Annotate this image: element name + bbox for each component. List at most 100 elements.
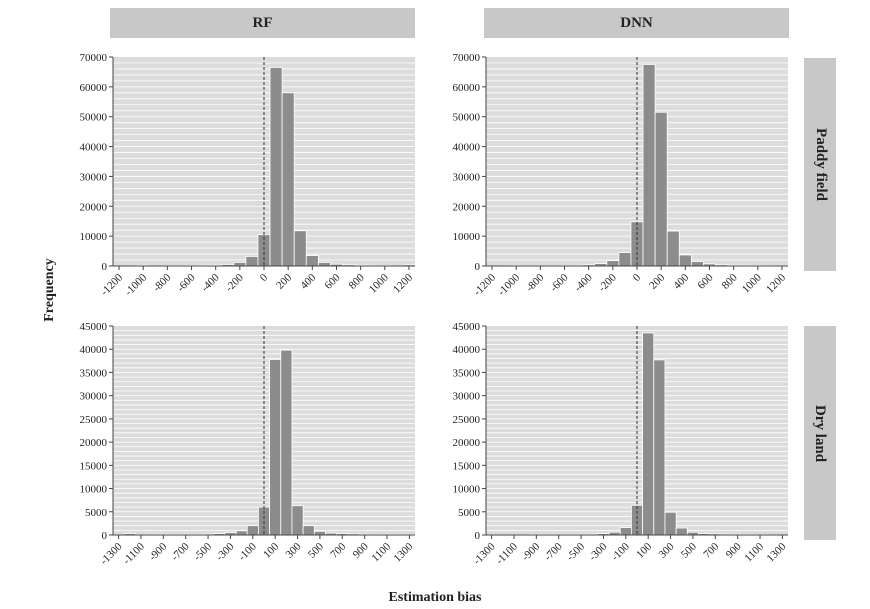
panel-1-xtick-label-6: 0: [631, 271, 644, 284]
col-header-dnn: DNN: [484, 8, 789, 38]
panel-2-xtick-label-4: -500: [191, 540, 214, 563]
panel-3-xtick-label-10: 700: [701, 540, 722, 561]
panel-1-ytick-label-3: 30000: [453, 171, 481, 183]
panel-1-ytick-label-0: 0: [475, 261, 481, 273]
panel-2-xtick-label-6: -100: [236, 540, 259, 563]
panel-1-bar-15: [666, 230, 680, 267]
panel-0-ytick-label-2: 20000: [80, 201, 108, 213]
panel-2-bar-14: [269, 359, 282, 536]
panel-3-xtick-label-8: 300: [657, 540, 678, 561]
panel-2-xtick-label-11: 900: [351, 540, 372, 561]
panel-2-bar-17: [302, 525, 315, 536]
panel-0-ytick-label-6: 60000: [80, 82, 108, 94]
panel-3-xtick-label-2: -900: [520, 540, 543, 563]
panel-0-bar-17: [317, 262, 331, 267]
panel-3-bar-12: [619, 527, 632, 536]
panel-0-ytick-label-5: 50000: [80, 112, 108, 124]
panel-3-plot-area: [486, 326, 788, 535]
panel-1-ytick-label-1: 10000: [453, 231, 481, 243]
panel-2-ytick-label-3: 15000: [80, 460, 108, 472]
panel-1-xtick-label-4: -400: [572, 271, 595, 294]
panel-0-xtick-label-8: 400: [298, 271, 319, 292]
panel-2-bar-11: [235, 530, 248, 536]
panel-2-xtick-label-3: -700: [169, 540, 192, 563]
panel-1-ytick-label-5: 50000: [453, 112, 481, 124]
panel-2-xtick-label-7: 100: [261, 540, 282, 561]
panel-3-xtick-label-13: 1300: [764, 540, 788, 564]
panel-1-xtick-label-12: 1200: [764, 271, 788, 295]
panel-0-ytick-label-7: 70000: [80, 52, 108, 64]
panel-3-bar-14: [642, 332, 655, 536]
panel-1-ytick-label-2: 20000: [453, 201, 481, 213]
panel-2-xtick-label-12: 1100: [369, 540, 393, 564]
panel-2-bar-12: [246, 525, 259, 536]
panel-3-ytick-label-4: 20000: [453, 437, 481, 449]
panel-3-bar-15: [653, 359, 666, 536]
col-header-rf: RF: [110, 8, 415, 38]
panel-0-xtick-label-2: -800: [151, 271, 174, 294]
panel-3-ytick-label-6: 30000: [453, 391, 481, 403]
col-label-dnn: DNN: [620, 14, 653, 31]
panel-3-xtick-label-9: 500: [679, 540, 700, 561]
panel-3-bar-16: [664, 511, 677, 536]
panel-1-xtick-label-2: -800: [524, 271, 547, 294]
panel-1-xtick-label-5: -200: [596, 271, 619, 294]
panel-1-xtick-label-11: 1000: [740, 271, 764, 295]
panel-0-bar-16: [305, 255, 319, 267]
panel-2-xtick-label-10: 700: [328, 540, 349, 561]
panel-2-plot-area: [113, 326, 415, 535]
panel-3-xtick-label-3: -700: [542, 540, 565, 563]
panel-3-xtick-label-0: -1300: [471, 540, 498, 567]
panel-1-bar-11: [618, 252, 632, 267]
panel-1-xtick-label-9: 600: [695, 271, 716, 292]
panel-2-ytick-label-1: 5000: [85, 507, 108, 519]
panel-3-xtick-label-1: -1100: [494, 540, 521, 567]
panel-0-xtick-label-10: 800: [347, 271, 368, 292]
panel-3-xtick-label-12: 1100: [742, 540, 766, 564]
panel-1-bar-10: [606, 260, 620, 267]
panel-0-xtick-label-12: 1200: [391, 271, 415, 295]
panel-0-ytick-label-4: 40000: [80, 142, 108, 154]
panel-2-xtick-label-13: 1300: [391, 540, 415, 564]
panel-0-xtick-label-7: 200: [274, 271, 295, 292]
x-axis-label: Estimation bias: [388, 590, 482, 605]
panel-0-bar-10: [233, 262, 247, 267]
panel-3-ytick-label-8: 40000: [453, 344, 481, 356]
panel-0-xtick-label-0: -1200: [99, 271, 126, 298]
panel-3-bar-13: [631, 504, 643, 536]
panel-3-ytick-label-2: 10000: [453, 484, 481, 496]
panel-0-bar-11: [245, 256, 259, 267]
panel-1-bar-13: [642, 64, 656, 267]
panel-1-xtick-label-8: 400: [671, 271, 692, 292]
panel-1-bar-16: [678, 254, 692, 267]
panel-0-xtick-label-1: -1000: [123, 271, 150, 298]
panel-3-ytick-label-9: 45000: [453, 321, 481, 333]
panel-1-xtick-label-7: 200: [647, 271, 668, 292]
col-label-rf: RF: [252, 14, 273, 31]
panel-3-xtick-label-5: -300: [587, 540, 610, 563]
panel-0-xtick-label-3: -600: [175, 271, 198, 294]
panel-3-xtick-label-4: -500: [564, 540, 587, 563]
panel-2-xtick-label-0: -1300: [98, 540, 125, 567]
row-header-paddy: Paddy field: [804, 58, 836, 271]
panel-2-ytick-label-4: 20000: [80, 437, 108, 449]
panel-0-bar-13: [269, 67, 283, 267]
panel-1-ytick-label-6: 60000: [453, 82, 481, 94]
panel-2-ytick-label-6: 30000: [80, 391, 108, 403]
panel-0-plot-area: [113, 57, 415, 266]
panel-2-ytick-label-7: 35000: [80, 367, 108, 379]
panel-2-ytick-label-9: 45000: [80, 321, 108, 333]
panel-2-xtick-label-1: -1100: [121, 540, 148, 567]
panel-0-xtick-label-4: -400: [199, 271, 222, 294]
panel-1-xtick-label-10: 800: [720, 271, 741, 292]
panel-3-xtick-label-6: -100: [609, 540, 632, 563]
panel-1-xtick-label-1: -1000: [496, 271, 523, 298]
panel-2-ytick-label-8: 40000: [80, 344, 108, 356]
panel-0-bar-14: [281, 92, 295, 267]
panel-0-bar-15: [293, 230, 307, 267]
panel-0-ytick-label-3: 30000: [80, 171, 108, 183]
panel-3-ytick-label-3: 15000: [453, 460, 481, 472]
panel-0-xtick-label-11: 1000: [367, 271, 391, 295]
panel-2-bar-18: [313, 530, 326, 536]
panel-2-bar-16: [291, 505, 304, 536]
